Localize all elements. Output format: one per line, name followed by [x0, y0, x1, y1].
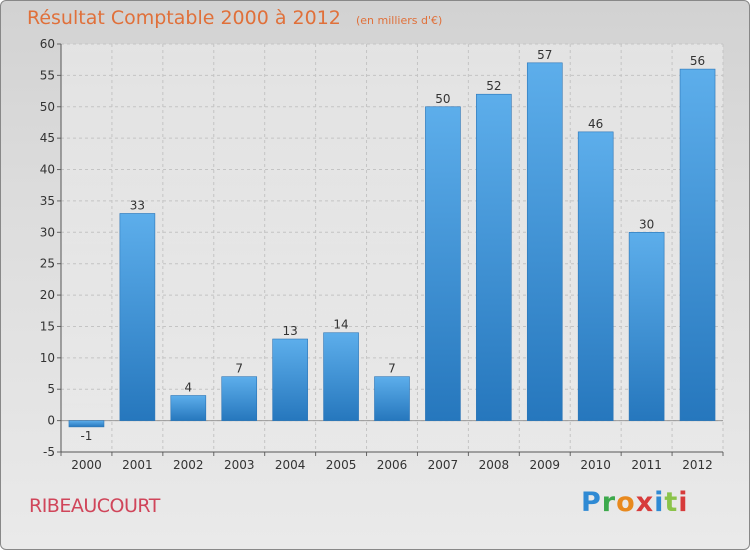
bar — [374, 376, 410, 421]
x-tick-label: 2000 — [71, 458, 102, 472]
brand-logo: Proxiti — [581, 487, 689, 518]
brand-letter: x — [635, 487, 655, 518]
x-tick-label: 2002 — [173, 458, 204, 472]
x-tick-label: 2011 — [631, 458, 662, 472]
x-tick-label: 2007 — [428, 458, 459, 472]
y-tick-label: 5 — [47, 382, 55, 396]
y-tick-label: 0 — [47, 414, 55, 428]
data-label: 33 — [130, 198, 145, 212]
town-name: RIBEAUCOURT — [29, 495, 160, 517]
bar — [577, 131, 614, 421]
y-tick-label: -5 — [43, 445, 55, 459]
bar — [425, 106, 461, 421]
x-tick-label: 2006 — [377, 458, 408, 472]
data-label: 52 — [486, 79, 501, 93]
data-label: 46 — [588, 117, 603, 131]
bar — [170, 395, 207, 421]
axes: -5 0 5 10 15 20 25 30 35 40 45 50 55 60 2000 2001 2002 20… — [40, 37, 724, 472]
y-tick-label: 50 — [40, 100, 55, 114]
data-label: 14 — [333, 318, 348, 332]
x-tick-label: 2012 — [682, 458, 713, 472]
data-label: 57 — [537, 48, 552, 62]
bar — [119, 213, 156, 421]
x-tick-label: 2009 — [529, 458, 560, 472]
brand-letter: i — [678, 487, 689, 518]
x-tick-label: 2003 — [224, 458, 255, 472]
brand-letter: o — [616, 487, 636, 518]
x-tick-label: 2004 — [275, 458, 306, 472]
grid-lines — [60, 43, 724, 453]
data-label: 30 — [639, 217, 654, 231]
y-tick-label: 15 — [40, 319, 55, 333]
y-tick-label: 45 — [40, 131, 55, 145]
chart-title: Résultat Comptable 2000 à 2012 — [27, 7, 341, 29]
data-label: 7 — [388, 362, 396, 376]
x-tick-label: 2010 — [580, 458, 611, 472]
data-label: 50 — [435, 92, 450, 106]
y-tick-label: 60 — [40, 37, 55, 51]
y-tick-label: 25 — [40, 257, 55, 271]
data-label: 4 — [184, 381, 192, 395]
brand-letter: r — [601, 487, 617, 518]
data-label: -1 — [80, 429, 92, 443]
data-label: 7 — [235, 362, 243, 376]
chart-subtitle: (en milliers d'€) — [355, 14, 443, 27]
bar — [679, 68, 716, 421]
bars — [68, 62, 716, 428]
x-tick-label: 2001 — [122, 458, 153, 472]
data-labels: -1 33 4 7 13 14 7 50 52 57 46 30 56 — [80, 48, 705, 443]
brand-letter: t — [664, 487, 679, 518]
brand-letter: i — [654, 487, 665, 518]
bar — [323, 332, 359, 421]
bar — [628, 232, 665, 421]
y-tick-label: 40 — [40, 163, 55, 177]
bar — [68, 420, 105, 428]
title-row: Résultat Comptable 2000 à 2012 (en milli… — [27, 7, 442, 29]
x-tick-label: 2008 — [479, 458, 510, 472]
y-tick-label: 10 — [40, 351, 55, 365]
bar — [221, 376, 258, 421]
data-label: 13 — [283, 324, 298, 338]
bar — [526, 62, 563, 421]
bar — [272, 338, 308, 421]
bar — [476, 93, 512, 421]
y-tick-label: 35 — [40, 194, 55, 208]
y-tick-label: 30 — [40, 225, 55, 239]
x-tick-label: 2005 — [326, 458, 357, 472]
y-tick-label: 20 — [40, 288, 55, 302]
y-tick-label: 55 — [40, 68, 55, 82]
brand-letter: P — [581, 487, 602, 518]
data-label: 56 — [690, 54, 705, 68]
